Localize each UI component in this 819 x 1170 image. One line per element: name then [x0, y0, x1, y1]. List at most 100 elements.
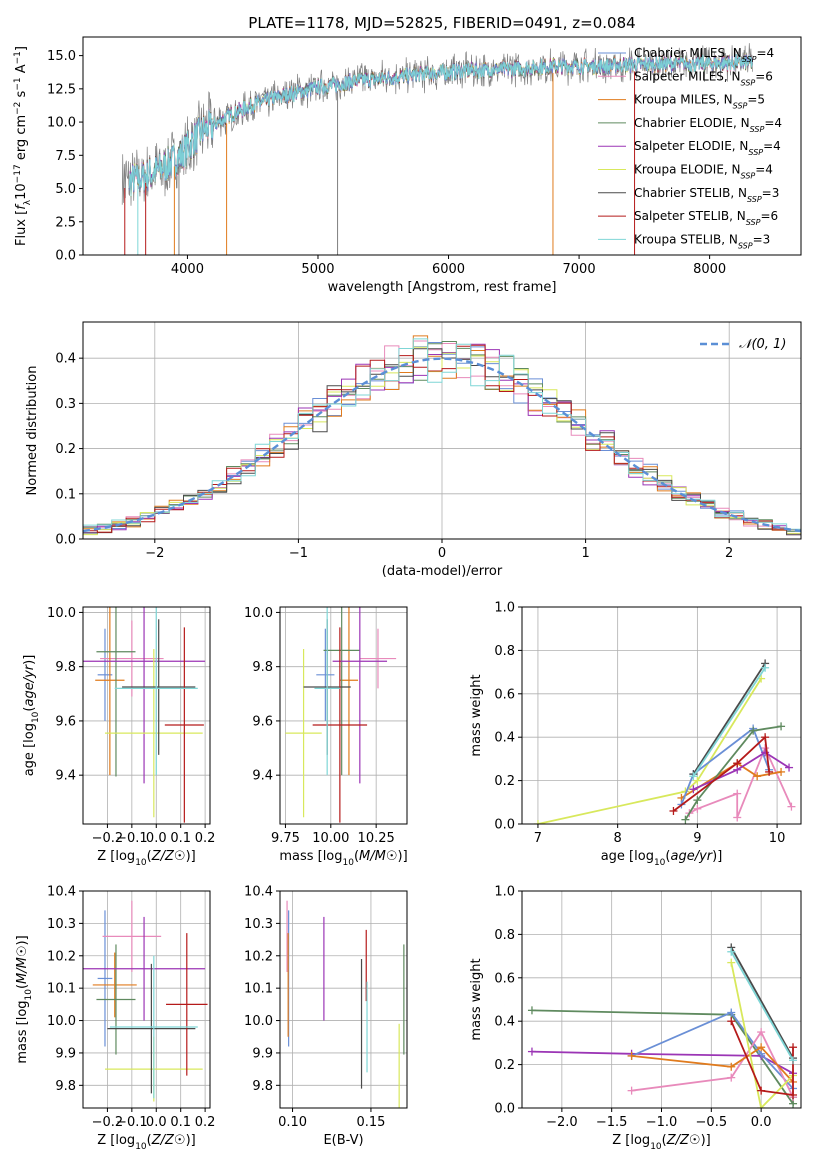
weight-marker: [789, 1056, 798, 1065]
weight-line: [631, 1011, 794, 1090]
weight-marker: [727, 958, 736, 967]
weight-vs-Z-xtick-label: −1.5: [596, 1115, 628, 1130]
residuals-ytick-label: 0.2: [55, 442, 76, 457]
weight-vs-Z-xlabel: Z [log10(Z/Z☉)]: [612, 1133, 710, 1152]
age-vs-Z-xtick-label: −0.2: [92, 831, 124, 846]
spectrum-xtick-label: 7000: [563, 262, 596, 277]
mass-vs-ebv-frame: 0.10 0.15 9.8 9.9 10.0 10.1 10.2 10.3 10.4 E(B-V): [244, 885, 408, 1148]
spectrum-xtick-label: 4000: [171, 262, 204, 277]
weight-marker: [787, 802, 796, 811]
age-vs-mass-axes: [280, 607, 407, 824]
age-vs-mass-xtick-label: 10.25: [358, 831, 395, 846]
age-vs-Z-xlabel: Z [log10(Z/Z☉)]: [97, 849, 195, 868]
mass-vs-Z-plot-area: [83, 900, 208, 1102]
mass-vs-Z-axes: [83, 890, 210, 1108]
spectrum-xtick-label: 8000: [693, 262, 726, 277]
weight-vs-Z-xtick-label: −1.0: [646, 1115, 678, 1130]
weight-line: [672, 735, 770, 812]
mass-vs-ebv-ytick-label: 10.1: [244, 982, 273, 997]
age-vs-Z-ytick-label: 9.6: [55, 714, 76, 729]
spectrum-xtick-label: 6000: [432, 262, 465, 277]
residual-histogram: [83, 344, 801, 533]
residuals-ytick-label: 0.4: [55, 352, 76, 367]
normal-curve: [83, 357, 801, 533]
residuals-frame: −2 −1 0 1 2 0.0 0.1 0.2 0.3 0.4 (data-model)/error…: [25, 321, 802, 579]
mass-vs-ebv-border: [279, 890, 408, 1109]
weight-marker: [733, 813, 742, 822]
weight-marker: [727, 1062, 736, 1071]
spectrum-ytick-label: 7.5: [55, 149, 76, 164]
weight-marker: [789, 1043, 798, 1052]
weight-marker: [527, 1047, 536, 1056]
weight-marker: [765, 767, 774, 776]
residuals-xtick-label: 0: [438, 546, 446, 561]
mass-vs-Z-ytick-label: 10.2: [47, 949, 76, 964]
legend-entry: Kroupa ELODIE, NSSP=4: [634, 163, 773, 181]
weight-vs-Z-ylabel: mass weight: [469, 958, 484, 1040]
mass-vs-Z-ytick-label: 10.3: [47, 917, 76, 932]
weight-vs-Z-xtick-label: 0.0: [751, 1115, 772, 1130]
weight-marker: [761, 748, 770, 757]
age-vs-mass-plot-area: [285, 607, 397, 823]
weight-line: [730, 962, 794, 1108]
weight-marker: [785, 763, 794, 772]
weight-vs-age-ytick-label: 0.8: [494, 644, 515, 659]
spectrum-xtick-label: 5000: [301, 262, 334, 277]
age-vs-Z-ytick-label: 9.8: [55, 660, 76, 675]
spectrum-ytick-label: 15.0: [47, 49, 76, 64]
weight-marker: [681, 815, 690, 824]
weight-vs-age-frame: 7 8 9 10 0.0 0.2 0.4 0.6 0.8 1.0 age [log10(age/yr…: [469, 601, 802, 868]
age-vs-mass-ytick-label: 9.8: [252, 660, 273, 675]
residuals-xtick-label: −2: [145, 546, 164, 561]
weight-line: [730, 946, 794, 1059]
spectrum-plot-area: [121, 43, 753, 255]
weight-vs-age-ytick-label: 0.0: [494, 818, 515, 833]
legend-entry: Salpeter MILES, NSSP=6: [634, 69, 773, 87]
legend-entry: 𝒩(0, 1): [739, 337, 786, 352]
weight-line: [531, 1009, 794, 1107]
legend-entry: Chabrier MILES, NSSP=4: [634, 46, 774, 64]
mass-vs-Z-ytick-label: 10.0: [47, 1014, 76, 1029]
residuals-ytick-label: 0.0: [55, 533, 76, 548]
weight-marker: [693, 804, 702, 813]
weight-marker: [627, 1086, 636, 1095]
weight-vs-age-plot-area: [533, 659, 796, 824]
mass-vs-Z-xtick-label: −0.1: [116, 1115, 148, 1130]
mass-vs-Z-border: [82, 890, 211, 1109]
weight-marker: [727, 947, 736, 956]
mass-vs-ebv-ytick-label: 10.2: [244, 949, 273, 964]
spectrum-xlabel: wavelength [Angstrom, rest frame]: [328, 280, 557, 295]
age-vs-Z-xtick-label: 0.2: [195, 831, 216, 846]
weight-marker: [669, 806, 678, 815]
mass-vs-ebv-axes: [280, 890, 407, 1108]
weight-marker: [757, 1028, 766, 1037]
mass-vs-Z-ytick-label: 9.8: [55, 1079, 76, 1094]
age-vs-mass-xtick-label: 9.75: [271, 831, 300, 846]
age-vs-Z-ytick-label: 9.4: [55, 769, 76, 784]
weight-line: [680, 727, 770, 805]
weight-line: [730, 1020, 794, 1097]
mass-vs-ebv-ytick-label: 10.0: [244, 1014, 273, 1029]
weight-marker: [757, 1086, 766, 1095]
figure-title: PLATE=1178, MJD=52825, FIBERID=0491, z=0…: [248, 14, 635, 32]
weight-line: [688, 745, 793, 818]
weight-vs-Z-ytick-label: 0.2: [494, 1058, 515, 1073]
age-vs-mass-border: [279, 606, 408, 825]
legend-entry: Chabrier ELODIE, NSSP=4: [634, 116, 782, 133]
weight-vs-Z-xtick-label: −2.0: [546, 1115, 578, 1130]
weight-vs-Z-ytick-label: 0.8: [494, 928, 515, 943]
mass-vs-ebv-ytick-label: 10.3: [244, 917, 273, 932]
weight-vs-Z-frame: −2.0 −1.5 −1.0 −0.5 0.0 0.0 0.2 0.4 0.6 0.8 1.0 Z […: [469, 885, 802, 1152]
weight-line: [684, 725, 782, 821]
weight-marker: [527, 1006, 536, 1015]
weight-vs-age-xlabel: age [log10(age/yr)]: [601, 849, 723, 868]
age-vs-mass-ytick-label: 10.0: [244, 606, 273, 621]
mass-vs-ebv-xtick-label: 0.10: [278, 1115, 307, 1130]
residuals-xtick-label: 2: [725, 546, 733, 561]
age-vs-mass-frame: 9.75 10.00 10.25 9.4 9.6 9.8 10.0 mass [log10(M…: [244, 606, 408, 868]
mass-vs-Z-xlabel: Z [log10(Z/Z☉)]: [97, 1133, 195, 1152]
mass-vs-Z-xtick-label: −0.2: [92, 1115, 124, 1130]
spectrum-data-line: [121, 43, 753, 206]
weight-marker: [777, 722, 786, 731]
